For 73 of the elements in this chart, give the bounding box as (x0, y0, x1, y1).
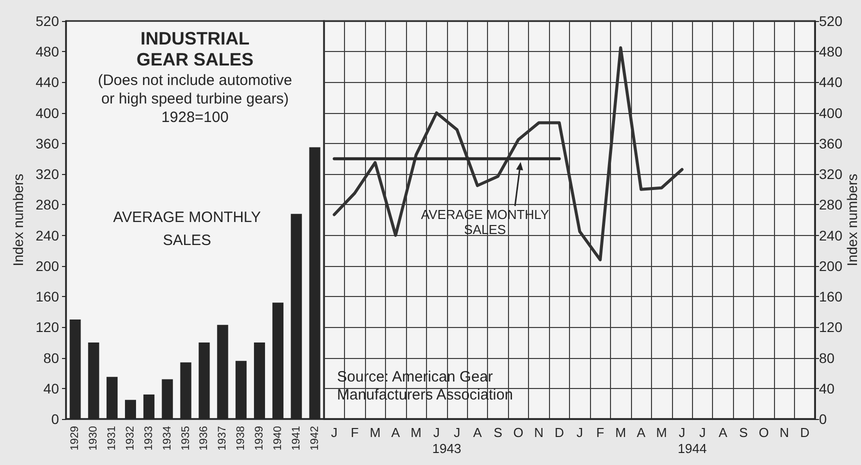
x-tick-label: 1941 (290, 426, 302, 450)
x-tick-label: A (391, 425, 400, 440)
y-tick-label: 120 (36, 319, 60, 336)
y-tick-label: 80 (43, 350, 60, 366)
y-tick-label: 360 (36, 135, 60, 152)
y-tick-label: 160 (36, 288, 60, 305)
x-tick-label: 1934 (161, 426, 174, 450)
x-tick-label: 1942 (308, 426, 321, 450)
y-tick-label: 440 (36, 74, 60, 90)
y-tick-label: 320 (36, 166, 60, 182)
y2-tick-label: 40 (819, 380, 835, 396)
x-tick-label: J (699, 425, 706, 440)
x-tick-label: A (636, 425, 646, 440)
x-tick-label: 1938 (235, 426, 248, 450)
x-tick-label: S (494, 425, 503, 440)
x-tick-label: J (678, 425, 686, 440)
y2-tick-label: 520 (819, 13, 843, 29)
x-tick-label: 1936 (198, 426, 210, 450)
y-tick-label: 480 (36, 44, 60, 60)
y-tick-label: 40 (43, 380, 60, 396)
x-tick-label: J (433, 425, 440, 440)
y2-tick-label: 120 (819, 319, 843, 336)
text: INDUSTRIAL GEAR SALES (136, 28, 254, 70)
x-tick-label: D (554, 425, 564, 440)
x-tick-label: M (370, 425, 381, 440)
y-tick-label: 200 (36, 258, 60, 274)
x-tick-label: 1931 (106, 426, 118, 450)
x-tick-label: O (513, 425, 524, 440)
x-tick-label: 1932 (124, 426, 136, 450)
x-tick-label: J (576, 425, 583, 440)
x-tick-label: 1937 (216, 426, 229, 450)
y2-tick-label: 160 (819, 288, 843, 305)
text: 1943 (432, 441, 462, 456)
y2-tick-label: 0 (819, 411, 827, 427)
x-tick-label: 1929 (69, 426, 82, 450)
text: (Does not include automotive or high speed turbine gears) 1928=100 (98, 72, 292, 126)
y2-axis-title: Index numbers (844, 174, 860, 266)
y-axis-title: Index numbers (10, 174, 26, 266)
x-tick-label: N (780, 425, 790, 440)
x-tick-label: M (656, 425, 667, 440)
x-tick-label: A (718, 425, 728, 440)
x-tick-label: A (473, 425, 482, 440)
y2-tick-label: 440 (819, 74, 843, 90)
x-tick-label: 1940 (272, 426, 284, 450)
x-tick-label: O (758, 425, 769, 440)
y2-tick-label: 80 (819, 350, 835, 366)
y2-tick-label: 400 (819, 104, 843, 121)
y2-tick-label: 480 (819, 44, 843, 60)
y2-tick-label: 360 (819, 135, 843, 152)
series-label: AVERAGE MONTHLY SALES (113, 209, 261, 249)
x-tick-label: N (534, 425, 544, 440)
text: 1944 (678, 441, 707, 456)
x-tick-label: J (454, 425, 460, 440)
x-tick-label: F (350, 425, 359, 440)
y-tick-label: 400 (36, 104, 60, 121)
y2-tick-label: 280 (819, 196, 843, 213)
y2-tick-label: 200 (819, 258, 843, 274)
y2-tick-label: 240 (819, 227, 843, 244)
x-tick-label: 1935 (180, 426, 192, 450)
y-tick-label: 280 (36, 196, 60, 213)
x-tick-label: D (800, 425, 810, 440)
x-tick-label: M (410, 425, 422, 440)
x-tick-label: S (739, 425, 748, 440)
x-tick-label: 1939 (254, 426, 266, 450)
x-tick-label: F (596, 425, 604, 440)
x-tick-label: 1933 (142, 426, 155, 450)
x-tick-label: J (330, 425, 338, 440)
x-tick-label: 1930 (88, 426, 100, 450)
y-tick-label: 240 (36, 227, 60, 244)
y2-tick-label: 320 (819, 166, 843, 182)
y-tick-label: 0 (51, 411, 60, 427)
x-tick-label: M (615, 425, 626, 440)
y-tick-label: 520 (36, 13, 60, 29)
